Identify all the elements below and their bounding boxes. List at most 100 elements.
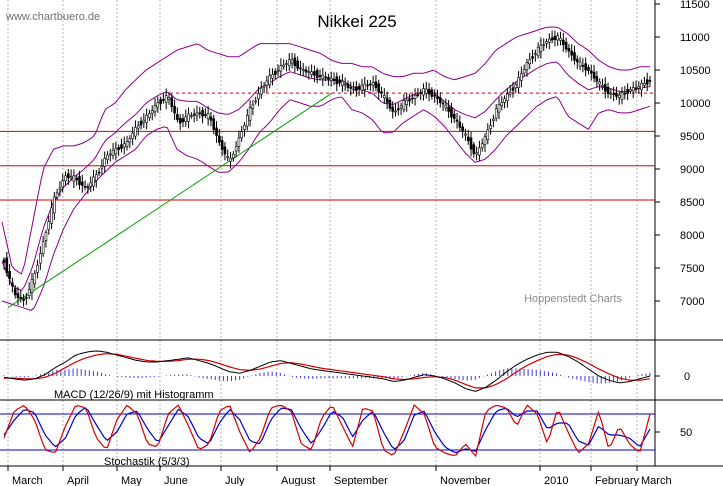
candle-body [304,69,308,73]
candle-body [237,137,241,147]
candle-body [128,138,132,143]
candle-body [78,176,81,186]
stochastic-axis-label: 50 [680,427,692,439]
candle-body [58,187,62,190]
candle-body [170,97,174,108]
candle-body [500,102,504,106]
month-label: September [334,475,388,486]
candle-body [520,73,523,81]
candle-body [13,288,17,296]
candle-body [405,99,409,105]
candle-body [122,143,126,148]
price-axis-label: 9000 [680,164,704,176]
month-label: June [164,475,188,486]
candle-body [162,98,165,101]
candle-body [573,52,576,61]
candle-body [192,113,196,116]
candle-body [131,132,134,139]
bollinger-lower [1,96,651,311]
candle-body [545,41,548,44]
month-label: March [641,475,672,486]
grid-layer [7,0,638,466]
candle-body [198,112,202,115]
macd-caption: MACD (12/26/9) mit Histogramm [54,389,214,401]
candle-body [150,110,154,114]
source-watermark: www.chartbuero.de [5,11,100,23]
candle-body [385,97,389,103]
candle-body [640,82,643,91]
candle-body [142,119,146,123]
candle-body [100,165,104,169]
candle-body [97,171,101,174]
candle-body [86,186,90,189]
candle-body [282,64,285,67]
candle-body [402,100,406,110]
candle-body [212,118,216,130]
price-axis-label: 9500 [680,131,704,143]
candle-body [410,97,414,100]
candle-body [245,115,249,127]
candle-body [589,70,593,74]
candle-body [125,141,129,147]
candle-body [433,94,436,97]
candle-body [408,98,411,102]
candle-body [30,279,34,294]
candle-body [497,104,501,113]
candle-body [148,113,151,118]
candle-body [506,93,509,102]
candle-body [623,92,627,95]
candle-body [360,84,364,91]
candle-body [195,112,199,116]
candle-body [335,76,339,85]
candle-body [556,35,560,41]
candle-body [332,79,336,81]
candle-body [595,76,599,82]
price-axis-label: 10500 [680,65,711,77]
candle-body [447,106,450,112]
candle-body [67,173,70,179]
candle-body [25,297,28,299]
candle-body [159,99,162,104]
candle-body [422,88,425,96]
candle-body [617,94,621,98]
candle-body [550,37,554,41]
candle-body [548,38,551,43]
candle-body [103,158,106,167]
candle-body [187,113,190,122]
candle-body [559,37,562,41]
candle-body [223,146,227,155]
candle-body [606,86,610,95]
candle-body [567,48,571,52]
candle-body [514,84,518,89]
candle-body [475,152,478,155]
candle-body [173,105,176,114]
candle-body [265,80,269,86]
candle-body [313,71,316,76]
candle-body [251,104,255,109]
candle-body [181,118,185,123]
candle-body [61,180,65,188]
month-label: February [595,475,640,486]
candle-body [106,154,109,161]
month-label: August [281,475,315,486]
candle-body [262,85,266,88]
candle-body [383,95,386,99]
month-label: 2010 [544,475,568,486]
candle-body [232,153,235,159]
candle-body [539,44,543,52]
candle-body [436,96,439,100]
candle-body [366,84,369,87]
candle-body [598,81,601,85]
trendline [7,92,333,309]
candle-body [111,149,115,156]
candle-body [461,126,464,132]
candle-body [416,94,420,96]
month-label: May [121,475,142,486]
candle-body [438,97,442,104]
candle-body [424,88,428,94]
candle-body [44,232,48,241]
candle-body [553,35,557,40]
candle-body [89,182,92,187]
candle-body [329,78,333,81]
candle-body [301,69,305,71]
